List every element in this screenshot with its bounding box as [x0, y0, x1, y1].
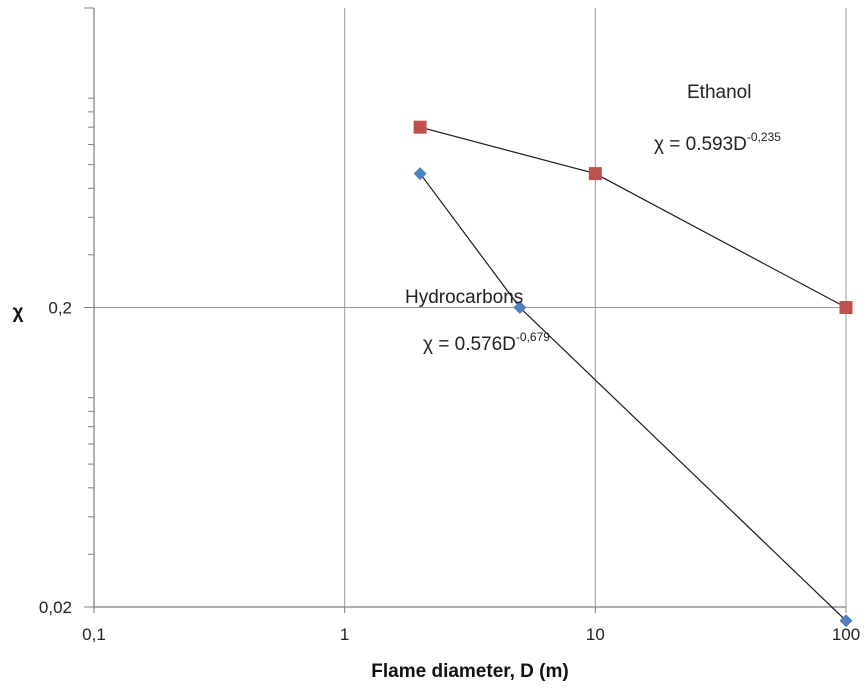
hydrocarbons-equation-exponent: -0,679 [516, 330, 550, 344]
tick-labels: 0,1 1 10 100 0,02 0,2 [39, 299, 860, 645]
x-tick-label: 100 [832, 625, 860, 644]
series-line-0 [419, 126, 847, 309]
y-axis-label: χ [13, 302, 24, 323]
diamond-point [413, 167, 427, 181]
square-point [413, 120, 427, 134]
ethanol-label: Ethanol [687, 82, 751, 103]
data-markers [413, 120, 853, 628]
x-tick-label: 1 [340, 625, 349, 644]
hydrocarbons-label: Hydrocarbons [405, 287, 523, 308]
ethanol-equation-exponent: -0,235 [747, 130, 781, 144]
hydrocarbons-equation-base: χ = 0.576D [423, 334, 516, 355]
series-lines [419, 126, 847, 622]
diamond-point [513, 301, 527, 314]
square-point [839, 301, 853, 314]
x-tick-label: 10 [586, 625, 605, 644]
x-tick-label: 0,1 [82, 625, 106, 644]
square-point [588, 167, 602, 181]
ethanol-equation-base: χ = 0.593D [654, 134, 747, 155]
diamond-point [839, 614, 853, 628]
axes [84, 7, 847, 613]
series-line-1 [419, 173, 847, 622]
ethanol-equation: χ = 0.593D-0,235 [654, 130, 781, 155]
hydrocarbons-equation: χ = 0.576D-0,679 [423, 330, 550, 355]
y-tick-label: 0,2 [48, 299, 72, 318]
x-axis-label: Flame diameter, D (m) [371, 661, 568, 682]
y-tick-label: 0,02 [39, 598, 72, 617]
